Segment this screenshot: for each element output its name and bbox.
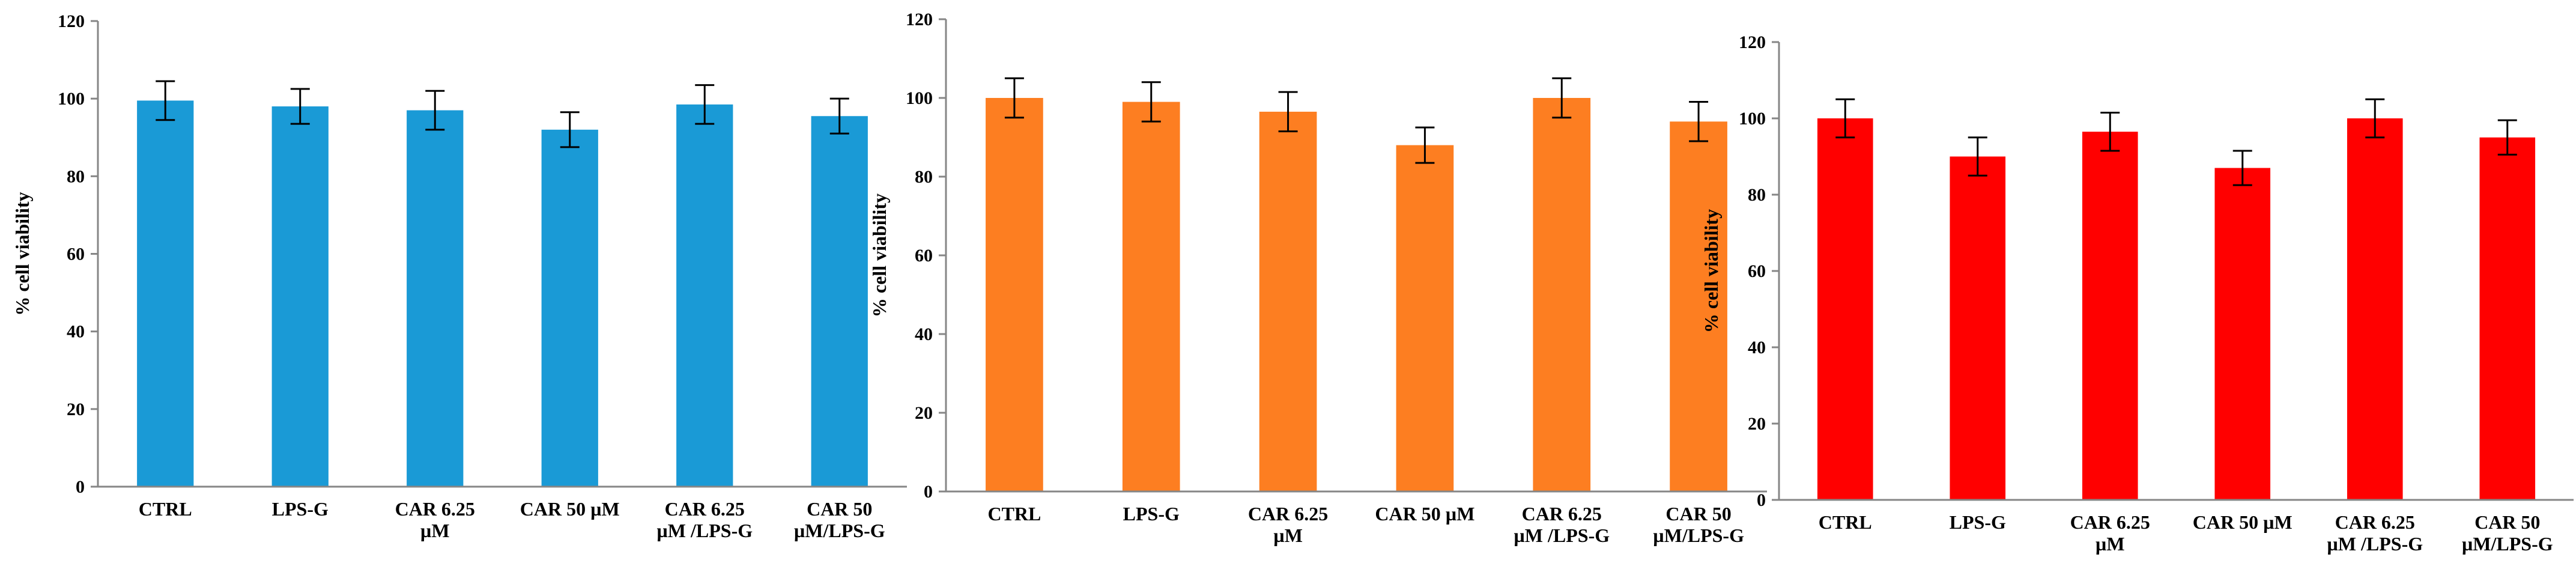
y-tick-label: 0 xyxy=(1757,490,1766,510)
x-tick-label-line: CAR 6.25 xyxy=(1248,503,1328,525)
x-tick-label-line: CAR 50 xyxy=(2474,511,2540,533)
bar xyxy=(1817,118,1873,500)
y-tick-label: 80 xyxy=(1748,185,1766,205)
x-tick-label-line: CAR 50 xyxy=(1665,503,1731,525)
x-tick-label-line: CAR 6.25 xyxy=(1522,503,1602,525)
y-tick-label: 20 xyxy=(915,403,933,423)
x-tick-label-line: CTRL xyxy=(1819,511,1872,533)
x-tick-label-line: CAR 6.25 xyxy=(665,498,745,520)
x-tick-label: CAR 50 µM/LPS-G xyxy=(1653,503,1744,546)
x-tick-label-line: CAR 6.25 xyxy=(2070,511,2150,533)
x-tick-label: CAR 50 µM xyxy=(2193,511,2293,533)
x-tick-label: CAR 6.25 µM /LPS-G xyxy=(1514,503,1610,546)
x-tick-label: CAR 6.25 µM /LPS-G xyxy=(656,498,753,541)
x-tick-label-line: CTRL xyxy=(987,503,1041,525)
x-tick-label-line: CTRL xyxy=(139,498,192,520)
chart-panel-1: 0 20 40 60 80 100 120 % cell viability CTRL LPS-G… xyxy=(11,11,907,541)
y-tick-label: 40 xyxy=(67,322,85,342)
bar xyxy=(1950,156,2006,500)
chart-panel-3: 0 20 40 60 80 100 120 % cell viability CTRL LPS-G… xyxy=(1700,32,2574,555)
x-tick-label-line: CAR 50 µM xyxy=(520,498,620,520)
y-tick-label: 80 xyxy=(915,167,933,187)
bar xyxy=(271,106,329,487)
x-tick-label-line: CAR 50 µM xyxy=(2193,511,2293,533)
x-tick-label-line: CAR 50 xyxy=(807,498,872,520)
bar xyxy=(811,116,868,487)
bar xyxy=(1670,121,1727,492)
x-tick-label: CAR 6.25 µM xyxy=(395,498,475,541)
y-tick-label: 100 xyxy=(906,88,933,108)
bar xyxy=(1396,145,1454,492)
x-tick-label: CAR 6.25 µM xyxy=(1248,503,1328,546)
x-tick-label-line: µM xyxy=(420,520,450,541)
y-axis-title: % cell viability xyxy=(1700,209,1722,333)
x-tick-label: CAR 6.25 µM xyxy=(2070,511,2150,555)
bar xyxy=(2214,168,2271,500)
y-axis-title: % cell viability xyxy=(868,193,890,317)
x-tick-label-line: µM xyxy=(1273,525,1303,546)
y-tick-label: 0 xyxy=(924,482,933,502)
y-tick-label: 60 xyxy=(915,246,933,266)
y-tick-label: 100 xyxy=(58,89,85,109)
x-tick-label-line: µM/LPS-G xyxy=(794,520,885,541)
x-tick-label: CAR 50 µM xyxy=(1375,503,1474,525)
bar xyxy=(1533,98,1591,491)
x-tick-label-line: LPS-G xyxy=(1123,503,1180,525)
y-tick-label: 120 xyxy=(58,11,85,31)
x-tick-label-line: µM xyxy=(2096,533,2125,555)
y-tick-label: 100 xyxy=(1739,109,1766,129)
bar xyxy=(676,104,733,487)
chart-panel-2: 0 20 40 60 80 100 120 % cell viability CTRL LPS-G… xyxy=(868,10,1767,546)
bar xyxy=(2082,132,2138,500)
x-tick-label-line: µM /LPS-G xyxy=(1514,525,1610,546)
y-tick-label: 80 xyxy=(67,166,85,186)
y-tick-label: 60 xyxy=(1748,261,1766,281)
bar xyxy=(2479,137,2536,500)
x-tick-label-line: µM /LPS-G xyxy=(656,520,753,541)
x-tick-label: CAR 50 µM/LPS-G xyxy=(794,498,885,541)
x-tick-label: CAR 50 µM/LPS-G xyxy=(2462,511,2553,555)
x-tick-label-line: µM/LPS-G xyxy=(2462,533,2553,555)
y-axis-title: % cell viability xyxy=(11,192,33,315)
x-tick-label-line: µM/LPS-G xyxy=(1653,525,1744,546)
x-tick-label: LPS-G xyxy=(1950,511,2006,533)
y-tick-label: 40 xyxy=(915,324,933,344)
x-tick-label-line: LPS-G xyxy=(272,498,329,520)
bar xyxy=(407,110,464,487)
bar xyxy=(541,129,598,487)
x-tick-label-line: LPS-G xyxy=(1950,511,2006,533)
y-tick-label: 60 xyxy=(67,245,85,264)
bar xyxy=(1259,111,1317,492)
x-tick-label: CTRL xyxy=(1819,511,1872,533)
y-tick-label: 120 xyxy=(906,10,933,29)
bar xyxy=(2347,118,2403,500)
x-tick-label: CTRL xyxy=(987,503,1041,525)
x-tick-label-line: µM /LPS-G xyxy=(2327,533,2423,555)
y-tick-label: 20 xyxy=(1748,414,1766,434)
x-tick-label-line: CAR 50 µM xyxy=(1375,503,1474,525)
x-tick-label: CTRL xyxy=(139,498,192,520)
bar xyxy=(986,98,1043,491)
y-tick-label: 120 xyxy=(1739,32,1766,52)
bar xyxy=(137,100,194,487)
bar xyxy=(1122,102,1180,492)
y-tick-label: 40 xyxy=(1748,338,1766,357)
x-tick-label: LPS-G xyxy=(272,498,329,520)
y-tick-label: 0 xyxy=(76,477,85,497)
x-tick-label: LPS-G xyxy=(1123,503,1180,525)
y-tick-label: 20 xyxy=(67,400,85,419)
x-tick-label-line: CAR 6.25 xyxy=(395,498,475,520)
x-tick-label: CAR 6.25 µM /LPS-G xyxy=(2327,511,2423,555)
x-tick-label: CAR 50 µM xyxy=(520,498,620,520)
x-tick-label-line: CAR 6.25 xyxy=(2335,511,2415,533)
